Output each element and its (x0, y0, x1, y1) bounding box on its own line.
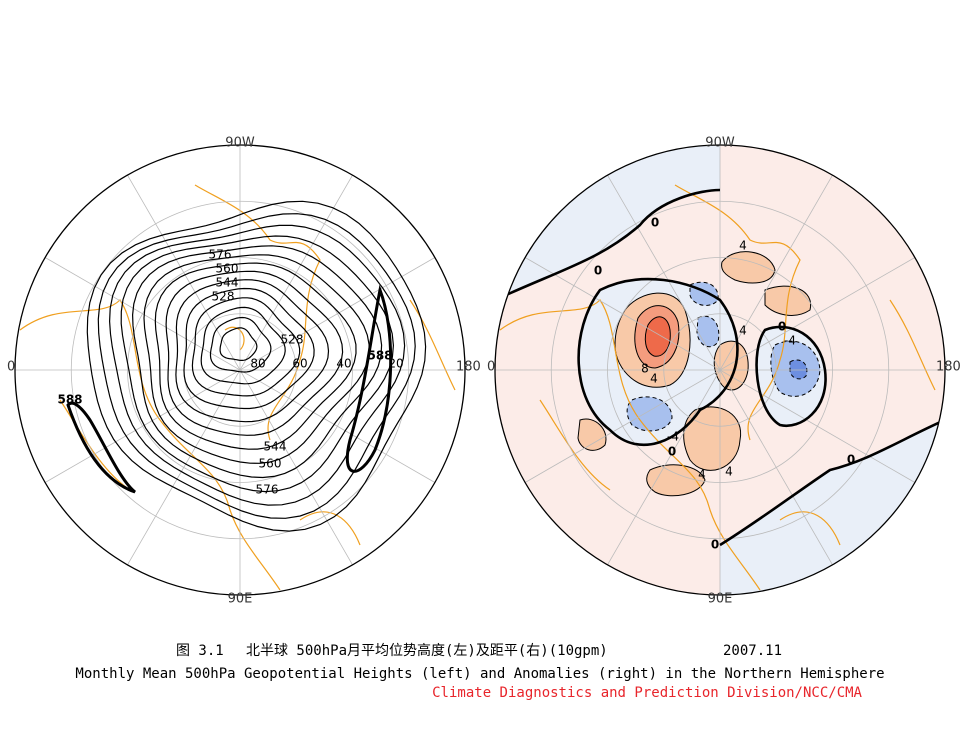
contour-label: 560 (216, 262, 239, 276)
coastline (499, 184, 936, 591)
height-contour (108, 224, 406, 506)
height-contour (97, 213, 416, 519)
contour-label: 4 (650, 372, 658, 386)
height-contour (175, 279, 330, 423)
latitude-label: 20 (388, 357, 403, 371)
contour-label: 8 (641, 362, 649, 376)
contour-label: 528 (212, 290, 235, 304)
positive-anomaly (713, 340, 749, 391)
height-contour (183, 287, 315, 410)
contour-label: 560 (259, 457, 282, 471)
contour-label: -4 (784, 334, 796, 348)
contour-588 (345, 284, 393, 473)
height-contour (165, 270, 344, 436)
edge-label: 90E (708, 592, 733, 607)
contour-label: 0 (711, 538, 719, 552)
edge-label: 90E (228, 592, 253, 607)
contour-label: 588 (367, 349, 392, 363)
zero-contour (577, 277, 739, 447)
height-map: 90W 90E 0 180 80 60 40 20 576 560 544 52… (7, 136, 481, 607)
contour-label: 544 (264, 440, 287, 454)
negative-anomaly (626, 396, 673, 432)
anomaly-map: 90W 90E 0 180 0 0 4 0 4 -4 8 4 -4 0 4 4 … (487, 136, 960, 607)
edge-label: 180 (456, 360, 481, 375)
contour-label: 0 (847, 453, 855, 467)
edge-label: 180 (936, 360, 960, 375)
latitude-label: 80 (250, 357, 265, 371)
height-contour (143, 254, 370, 464)
positive-anomaly (577, 418, 607, 451)
zero-contour (719, 418, 945, 547)
contour-label: 4 (739, 324, 747, 338)
map-border (14, 144, 466, 596)
meridian (44, 257, 436, 483)
height-contour (200, 306, 286, 385)
edge-label: 0 (7, 360, 15, 375)
map-border (494, 144, 946, 596)
contour-label: 528 (281, 333, 304, 347)
zero-contour (755, 325, 827, 428)
figure-number: 图 3.1 (176, 643, 224, 659)
height-contour (219, 327, 258, 361)
edge-label: 90W (705, 136, 735, 151)
positive-anomaly (644, 316, 671, 357)
contour-label: 0 (778, 320, 786, 334)
contour-label: 0 (594, 264, 602, 278)
edge-label: 0 (487, 360, 495, 375)
latitude-label: 60 (292, 357, 307, 371)
coastline (19, 184, 456, 591)
contour-label: 4 (725, 465, 733, 479)
contour-label: 588 (57, 393, 82, 407)
caption-date: 2007.11 (723, 643, 782, 659)
caption-credit: Climate Diagnostics and Prediction Divis… (432, 685, 862, 701)
zero-contour (495, 188, 721, 302)
contour-label: 576 (256, 483, 279, 497)
positive-anomaly (646, 464, 706, 497)
height-contour (209, 316, 272, 373)
contour-label: 4 (698, 468, 706, 482)
height-contour (86, 200, 427, 532)
contour-588 (66, 401, 136, 494)
negative-anomaly (789, 359, 808, 380)
contour-label: 0 (651, 216, 659, 230)
contour-label: 544 (216, 276, 239, 290)
map-body (15, 145, 465, 595)
contour-label: -4 (667, 430, 679, 444)
height-contour (191, 297, 301, 397)
meridian (524, 257, 916, 483)
latitude-label: 40 (336, 357, 351, 371)
height-contour (154, 262, 357, 450)
positive-anomaly (721, 251, 776, 284)
caption-chinese: 北半球 500hPa月平均位势高度(左)及距平(右)(10gpm) (246, 642, 608, 659)
height-contour (120, 235, 395, 493)
caption-english: Monthly Mean 500hPa Geopotential Heights… (75, 666, 884, 682)
contour-label: 0 (668, 445, 676, 459)
contour-label: 576 (209, 248, 232, 262)
positive-anomaly (683, 406, 742, 471)
edge-label: 90W (225, 136, 255, 151)
height-contour (131, 245, 383, 479)
contour-label: 4 (739, 239, 747, 253)
